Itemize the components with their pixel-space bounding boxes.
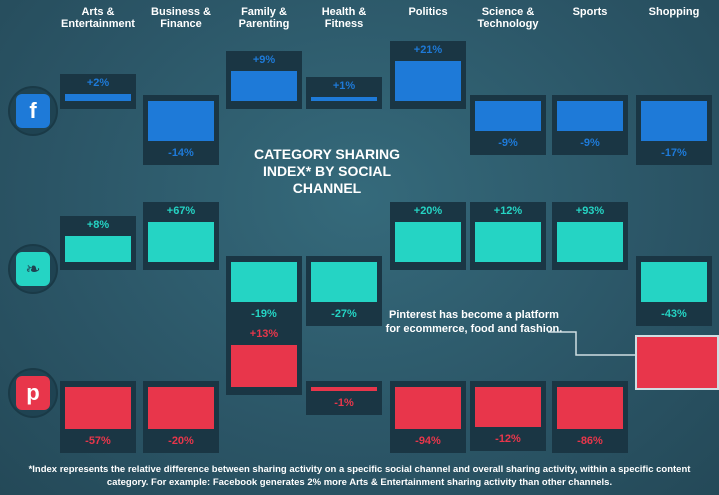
twitter-bar-arts-entertainment bbox=[65, 235, 131, 262]
facebook-value-arts-entertainment: +2% bbox=[86, 77, 110, 90]
pinterest-bar-sports bbox=[557, 387, 623, 429]
category-label-shopping: Shopping bbox=[648, 6, 700, 18]
pinterest-icon-badge: p bbox=[8, 368, 58, 418]
facebook-value-family-parenting: +9% bbox=[252, 54, 276, 67]
twitter-icon-badge: ❧ bbox=[8, 244, 58, 294]
category-label-arts-entertainment: Arts & Entertainment bbox=[61, 6, 135, 30]
pinterest-icon: p bbox=[16, 376, 50, 410]
facebook-cell-arts-entertainment bbox=[60, 74, 136, 109]
pinterest-cell-health-fitness bbox=[306, 381, 382, 415]
facebook-bar-science-technology bbox=[475, 101, 541, 131]
facebook-value-business-finance: -14% bbox=[168, 147, 194, 159]
facebook-value-science-technology: -9% bbox=[498, 136, 518, 149]
pinterest-value-science-technology: -12% bbox=[495, 432, 521, 445]
twitter-value-business-finance: +67% bbox=[166, 205, 196, 217]
category-label-health-fitness: Health & Fitness bbox=[321, 6, 367, 30]
category-label-business-finance: Business & Finance bbox=[151, 6, 211, 30]
twitter-value-shopping: -43% bbox=[661, 308, 687, 320]
facebook-icon: f bbox=[16, 94, 50, 128]
facebook-cell-health-fitness bbox=[306, 77, 382, 109]
twitter-bar-family-parenting bbox=[231, 262, 297, 302]
twitter-bar-shopping bbox=[641, 262, 707, 302]
chart-title: CATEGORY SHARING INDEX* BY SOCIAL CHANNE… bbox=[254, 146, 400, 196]
pinterest-value-family-parenting: +13% bbox=[249, 328, 279, 340]
facebook-bar-family-parenting bbox=[231, 71, 297, 101]
pinterest-value-business-finance: -20% bbox=[168, 435, 194, 447]
facebook-value-health-fitness: +1% bbox=[332, 80, 356, 92]
pinterest-value-politics: -94% bbox=[415, 435, 441, 447]
category-label-politics: Politics bbox=[408, 6, 448, 18]
twitter-bar-health-fitness bbox=[311, 262, 377, 302]
twitter-value-politics: +20% bbox=[413, 205, 443, 217]
pinterest-bar-business-finance bbox=[148, 387, 214, 429]
facebook-bar-business-finance bbox=[148, 101, 214, 141]
facebook-bar-shopping bbox=[641, 101, 707, 141]
facebook-icon-badge: f bbox=[8, 86, 58, 136]
pinterest-bar-family-parenting bbox=[231, 345, 297, 387]
category-label-science-technology: Science & Technology bbox=[477, 6, 539, 30]
twitter-value-health-fitness: -27% bbox=[331, 308, 357, 320]
twitter-value-arts-entertainment: +8% bbox=[86, 218, 110, 231]
pinterest-bar-politics bbox=[395, 387, 461, 429]
facebook-bar-arts-entertainment bbox=[65, 94, 131, 101]
pinterest-value-arts-entertainment: -57% bbox=[85, 435, 111, 447]
twitter-bar-politics bbox=[395, 222, 461, 262]
facebook-value-politics: +21% bbox=[413, 44, 443, 56]
facebook-bar-politics bbox=[395, 61, 461, 101]
twitter-bar-business-finance bbox=[148, 222, 214, 262]
category-label-family-parenting: Family & Parenting bbox=[238, 6, 290, 30]
pinterest-value-sports: -86% bbox=[577, 435, 603, 447]
facebook-value-sports: -9% bbox=[580, 136, 600, 149]
pinterest-value-health-fitness: -1% bbox=[334, 397, 354, 409]
twitter-icon: ❧ bbox=[16, 252, 50, 286]
twitter-bar-sports bbox=[557, 222, 623, 262]
facebook-bar-sports bbox=[557, 101, 623, 131]
pinterest-bar-arts-entertainment bbox=[65, 387, 131, 429]
footnote: *Index represents the relative differenc… bbox=[28, 464, 691, 488]
pinterest-shopping-highlight bbox=[637, 337, 717, 388]
twitter-value-sports: +93% bbox=[575, 205, 605, 217]
twitter-value-family-parenting: -19% bbox=[251, 308, 277, 320]
facebook-bar-health-fitness bbox=[311, 97, 377, 101]
category-label-sports: Sports bbox=[572, 6, 608, 18]
pinterest-annotation: Pinterest has become a platform for ecom… bbox=[385, 309, 563, 335]
twitter-value-science-technology: +12% bbox=[493, 205, 523, 218]
pinterest-bar-health-fitness bbox=[311, 387, 377, 391]
facebook-value-shopping: -17% bbox=[661, 147, 687, 159]
pinterest-bar-science-technology bbox=[475, 387, 541, 427]
twitter-bar-science-technology bbox=[475, 222, 541, 262]
